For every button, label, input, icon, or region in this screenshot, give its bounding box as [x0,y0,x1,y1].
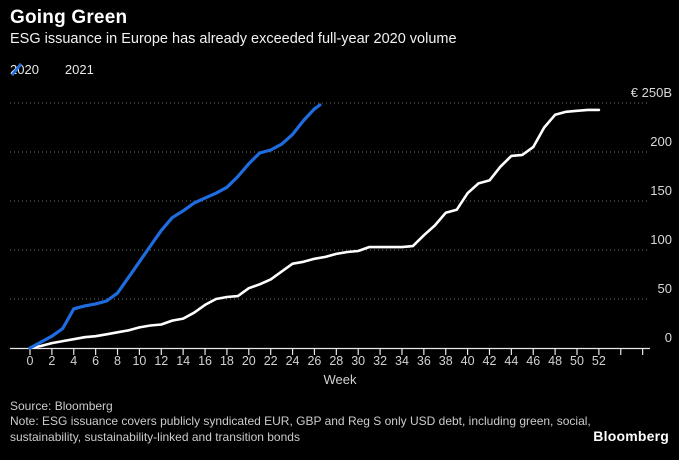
x-tick-label: 22 [263,354,278,368]
x-tick-label: 12 [154,354,169,368]
x-tick-label: 40 [460,354,475,368]
x-tick-label: 50 [570,354,584,368]
y-tick-label: 0 [664,330,672,345]
series-line-2020 [28,108,601,350]
x-tick-label: 20 [241,354,256,368]
y-tick-label: 150 [650,183,672,198]
y-tick-label: 100 [650,232,672,247]
note-text: Note: ESG issuance covers publicly syndi… [10,414,591,444]
x-tick-label: 48 [548,354,563,368]
x-tick-label: 8 [114,354,121,368]
x-tick-label: 36 [416,354,431,368]
x-tick-label: 26 [307,354,322,368]
x-tick-label: 4 [70,354,78,368]
x-tick-label: 42 [482,354,497,368]
x-tick-label: 2 [48,354,56,368]
x-tick-label: 34 [395,354,409,368]
x-tick-label: 14 [176,354,191,368]
x-tick-label: 30 [351,354,366,368]
x-tick-label: 32 [373,354,388,368]
legend-item-2021: 2021 [10,62,94,77]
y-tick-label: 50 [657,281,672,296]
source-text: Source: Bloomberg [10,399,113,413]
x-axis-title: Week [323,372,357,387]
y-tick-label: € 250B [630,85,672,100]
x-tick-label: 18 [219,354,234,368]
x-tick-label: 44 [504,354,519,368]
x-tick-label: 24 [285,354,300,368]
chart-legend: 2020 2021 [10,62,94,77]
y-tick-label: 200 [650,134,672,149]
legend-label-2021: 2021 [64,62,94,77]
x-tick-label: 28 [329,354,344,368]
x-tick-label: 52 [591,354,606,368]
legend-label-2020: 2020 [10,62,39,77]
x-tick-label: 0 [26,354,34,368]
slash-mark-icon [10,63,23,76]
x-tick-label: 16 [198,354,212,368]
chart-subtitle: ESG issuance in Europe has already excee… [10,31,457,47]
x-tick-label: 6 [92,354,100,368]
page-title: Going Green [10,7,128,28]
bloomberg-logo: Bloomberg [593,428,669,444]
x-tick-label: 38 [438,354,453,368]
x-tick-label: 10 [132,354,147,368]
series-line-2021 [28,103,322,350]
x-tick-label: 46 [526,354,541,368]
